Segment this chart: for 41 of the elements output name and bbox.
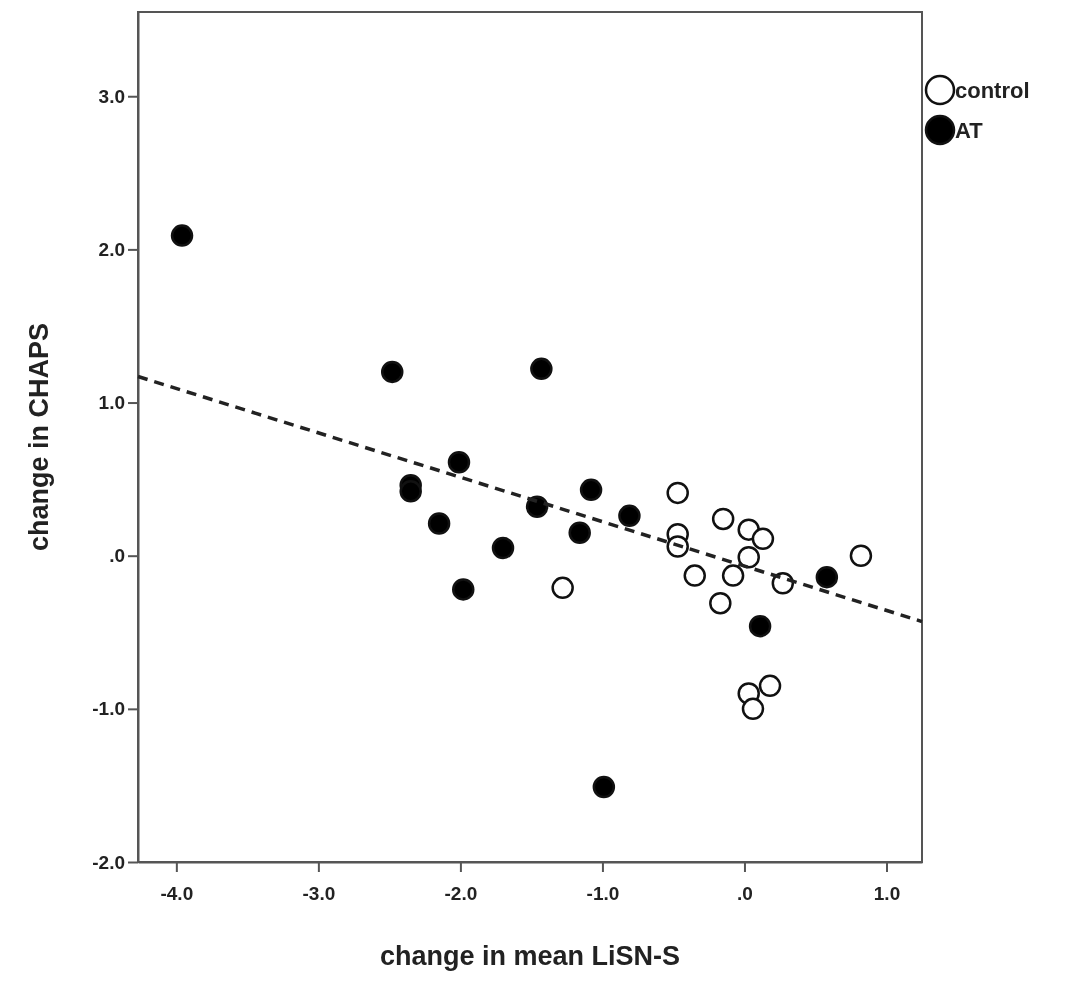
point <box>399 480 422 503</box>
point <box>721 564 745 587</box>
point <box>758 674 782 698</box>
y-tick-label: -2.0 <box>92 851 125 873</box>
point <box>568 521 591 544</box>
point <box>579 478 603 502</box>
point <box>452 578 475 601</box>
x-tick-label: 1.0 <box>873 882 901 904</box>
x-axis-title: change in mean LiSN-S <box>379 941 681 971</box>
point <box>380 360 404 384</box>
point <box>751 527 775 551</box>
y-tick-label: 2.0 <box>98 238 125 260</box>
y-tick-label: 1.0 <box>98 392 125 414</box>
point <box>741 697 765 721</box>
x-tick-label: -3.0 <box>302 882 336 904</box>
point <box>427 512 451 535</box>
point <box>447 451 471 474</box>
point <box>748 614 772 638</box>
legend-label: control <box>955 78 1030 103</box>
point <box>683 564 706 587</box>
x-tick-label: .0 <box>737 882 753 904</box>
y-tick-label: .0 <box>109 545 125 567</box>
point <box>849 544 873 567</box>
point <box>551 576 574 600</box>
point <box>592 775 616 799</box>
x-tick-label: -2.0 <box>444 882 478 904</box>
legend-label: AT <box>955 118 984 143</box>
point <box>815 565 839 589</box>
y-tick-label: 3.0 <box>98 85 125 107</box>
point <box>170 224 194 247</box>
x-tick-label: -1.0 <box>586 882 620 904</box>
point <box>618 504 641 528</box>
y-axis-title: change in CHAPS <box>24 322 54 552</box>
point <box>530 357 553 381</box>
point <box>709 591 732 615</box>
point <box>711 507 735 531</box>
point <box>491 536 515 560</box>
point <box>737 545 760 569</box>
point <box>666 481 689 505</box>
x-tick-label: -4.0 <box>160 882 194 904</box>
y-tick-label: -1.0 <box>92 698 125 720</box>
